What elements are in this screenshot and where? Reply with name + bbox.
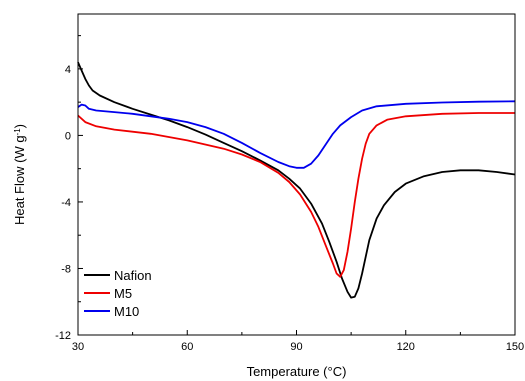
x-axis-title: Temperature (°C) <box>247 364 347 379</box>
legend: Nafion M5 M10 <box>84 268 152 319</box>
y-tick-label: -12 <box>55 330 71 342</box>
legend-label: M5 <box>114 286 132 301</box>
x-tick-label: 90 <box>290 341 302 353</box>
y-tick-label: 0 <box>65 130 71 142</box>
y-tick-label: -8 <box>61 263 71 275</box>
y-axis-ticks: -12 -8 -4 0 4 <box>55 35 83 342</box>
legend-label: M10 <box>114 304 139 319</box>
x-tick-label: 150 <box>506 341 524 353</box>
series-line-nafion <box>77 61 516 299</box>
y-tick-label: 4 <box>65 64 71 76</box>
y-tick-label: -4 <box>61 197 71 209</box>
x-tick-label: 30 <box>72 341 84 353</box>
x-tick-label: 120 <box>397 341 415 353</box>
series-line-m5 <box>77 112 515 278</box>
x-axis-ticks: 30 60 90 120 150 <box>72 330 524 353</box>
x-tick-label: 60 <box>181 341 193 353</box>
y-axis-title: Heat Flow (W g-1) <box>12 124 27 225</box>
plot-frame <box>77 13 516 336</box>
series-curves <box>77 61 516 299</box>
series-line-m10 <box>77 100 516 169</box>
legend-label: Nafion <box>114 268 152 283</box>
